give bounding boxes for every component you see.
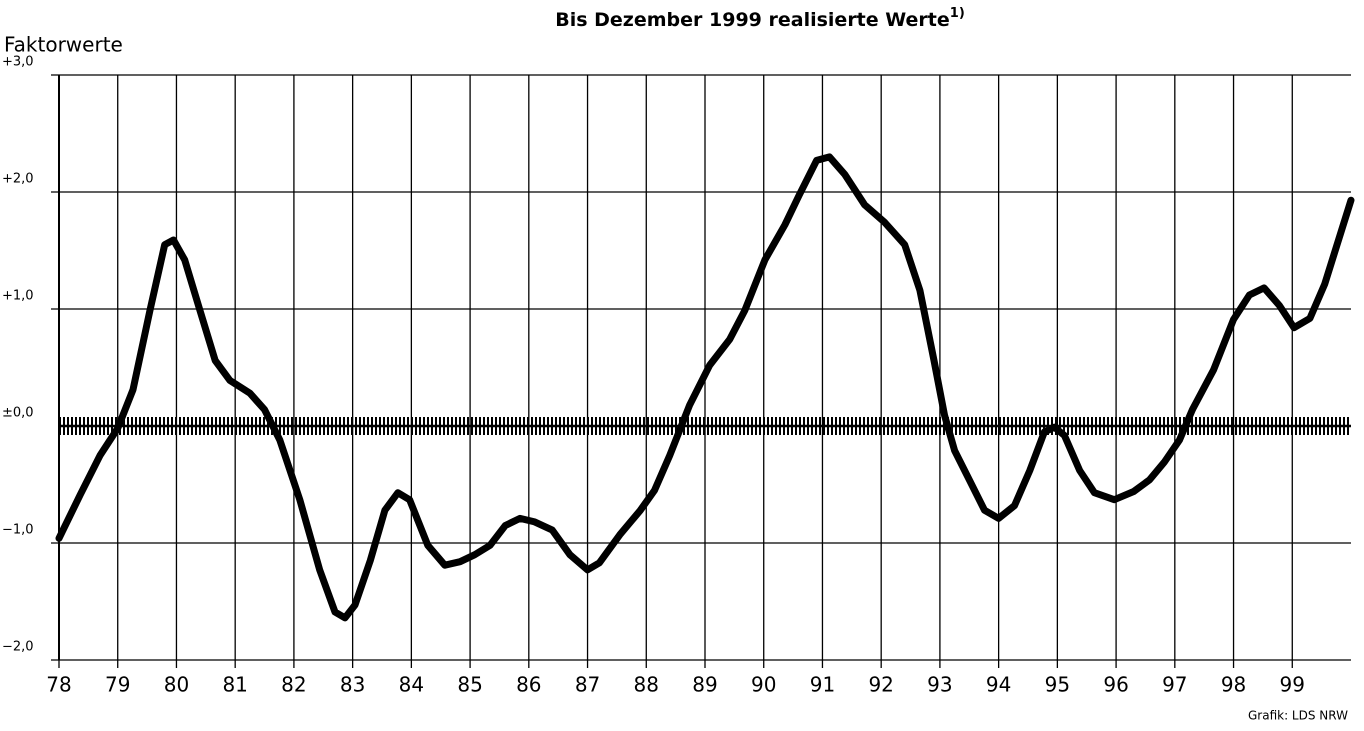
x-tick-label: 93 xyxy=(927,673,952,697)
y-tick-label: +3,0 xyxy=(2,55,34,70)
title-footnote: 1) xyxy=(950,6,965,21)
x-tick-label: 99 xyxy=(1280,673,1305,697)
title-text: Bis Dezember 1999 realisierte Werte xyxy=(555,9,950,31)
x-tick-label: 90 xyxy=(751,673,776,697)
x-tick-label: 80 xyxy=(164,673,189,697)
x-tick-label: 87 xyxy=(575,673,600,697)
x-tick-label: 81 xyxy=(222,673,247,697)
x-tick-label: 84 xyxy=(399,673,424,697)
x-tick-label: 88 xyxy=(634,673,659,697)
x-tick-label: 83 xyxy=(340,673,365,697)
source-note: Grafik: LDS NRW xyxy=(1248,709,1348,723)
x-tick-label: 82 xyxy=(281,673,306,697)
y-tick-label: ±0,0 xyxy=(2,406,34,421)
data-line xyxy=(55,153,1355,622)
y-tick-label: −2,0 xyxy=(2,640,34,655)
y-tick-label: +1,0 xyxy=(2,289,34,304)
x-tick-label: 78 xyxy=(46,673,71,697)
y-axis-label: Faktorwerte xyxy=(4,33,123,57)
x-tick-label: 85 xyxy=(457,673,482,697)
x-tick-label: 91 xyxy=(810,673,835,697)
x-tick-label: 94 xyxy=(986,673,1011,697)
x-tick-label: 98 xyxy=(1221,673,1246,697)
chart-title: Bis Dezember 1999 realisierte Werte1) xyxy=(555,6,965,31)
x-tick-label: 86 xyxy=(516,673,541,697)
x-tick-label: 95 xyxy=(1045,673,1070,697)
x-tick-label: 97 xyxy=(1162,673,1187,697)
x-tick-label: 96 xyxy=(1103,673,1128,697)
x-tick-label: 79 xyxy=(105,673,130,697)
x-tick-label: 92 xyxy=(868,673,893,697)
y-tick-label: +2,0 xyxy=(2,172,34,187)
x-tick-label: 89 xyxy=(692,673,717,697)
y-tick-label: −1,0 xyxy=(2,523,34,538)
